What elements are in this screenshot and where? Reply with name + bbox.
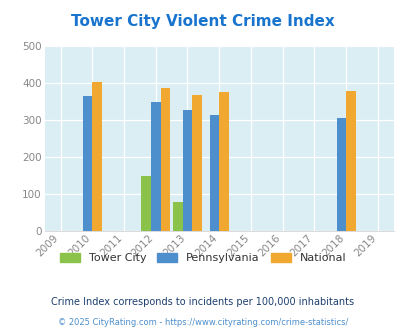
Bar [151, 102, 160, 231]
Legend: Tower City, Pennsylvania, National: Tower City, Pennsylvania, National [56, 249, 349, 267]
Bar [83, 96, 92, 231]
Bar [160, 88, 170, 231]
Text: © 2025 CityRating.com - https://www.cityrating.com/crime-statistics/: © 2025 CityRating.com - https://www.city… [58, 318, 347, 327]
Bar [345, 91, 355, 231]
Bar [219, 92, 228, 231]
Bar [92, 82, 102, 231]
Bar [209, 115, 219, 231]
Bar [336, 118, 345, 231]
Bar [182, 110, 192, 231]
Text: Tower City Violent Crime Index: Tower City Violent Crime Index [71, 14, 334, 29]
Bar [141, 176, 151, 231]
Text: Crime Index corresponds to incidents per 100,000 inhabitants: Crime Index corresponds to incidents per… [51, 297, 354, 307]
Bar [173, 202, 182, 231]
Bar [192, 95, 201, 231]
